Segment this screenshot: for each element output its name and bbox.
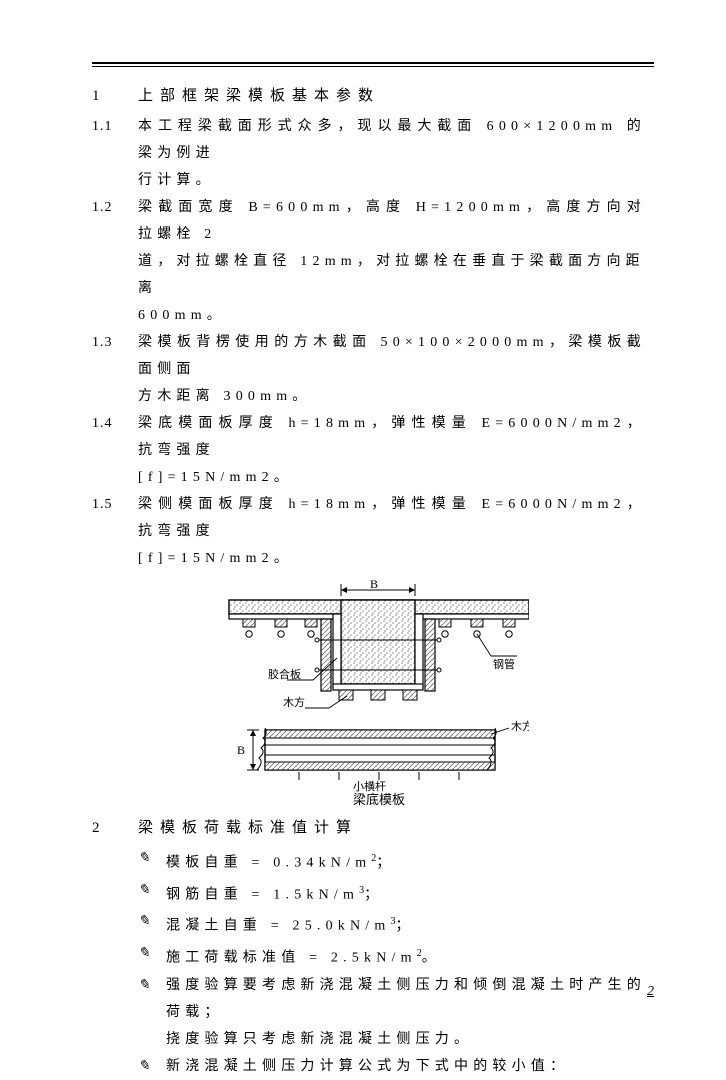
- beam-concrete: [341, 600, 415, 684]
- beam-formwork-diagram: B: [209, 578, 529, 808]
- label-gangguan: 钢管: [477, 634, 517, 671]
- numbered-item: 1.4梁底模面板厚度 h=18mm，弹性模量 E=6000N/mm2，抗弯强度: [92, 410, 646, 464]
- bullet-text: 模板自重 = 0.34kN/m2；: [166, 845, 646, 877]
- document-page: 1 上部框架梁模板基本参数 1.1本工程梁截面形式众多，现以最大截面 600×1…: [0, 0, 726, 1026]
- numbered-item: 1.2梁截面宽度 B=600mm，高度 H=1200mm，高度方向对拉螺栓 2: [92, 194, 646, 248]
- svg-text:小横杆: 小横杆: [353, 779, 386, 793]
- item-number: 1.3: [92, 329, 138, 383]
- diagram-wrap: B: [92, 578, 646, 808]
- item-text: 本工程梁截面形式众多，现以最大截面 600×1200mm 的梁为例进: [138, 113, 646, 167]
- bottom-plan: B: [237, 719, 529, 807]
- bullet-text: 钢筋自重 = 1.5kN/m3；: [166, 877, 646, 909]
- numbered-item: 1.5梁侧模面板厚度 h=18mm，弹性模量 E=6000N/mm2，抗弯强度: [92, 491, 646, 545]
- bullet-mark-icon: ✎: [138, 908, 166, 940]
- back-stud-left: [321, 619, 331, 691]
- item-text-cont: 方木距离 300mm。: [138, 383, 646, 410]
- section-2-title: 梁模板荷载标准值计算: [138, 816, 358, 841]
- bullet-item: ✎强度验算要考虑新浇混凝土侧压力和倾倒混凝土时产生的荷载；: [138, 972, 646, 1026]
- section-1-heading: 1 上部框架梁模板基本参数: [92, 84, 646, 109]
- section-2-heading: 2 梁模板荷载标准值计算: [92, 816, 646, 841]
- bullet-text-cont: 挠度验算只考虑新浇混凝土侧压力。: [166, 1026, 646, 1053]
- item-text: 梁模板背楞使用的方木截面 50×100×2000mm，梁模板截面侧面: [138, 329, 646, 383]
- header-rule-outer: [92, 62, 654, 64]
- diagram-caption: 梁底模板: [353, 792, 405, 807]
- superscript: 2: [371, 853, 376, 864]
- bullet-item: ✎钢筋自重 = 1.5kN/m3；: [138, 877, 646, 909]
- svg-text:钢管: 钢管: [493, 657, 515, 671]
- side-form-right: [415, 614, 423, 688]
- bullet-text: 混凝土自重 = 25.0kN/m3；: [166, 908, 646, 940]
- bullet-mark-icon: ✎: [138, 877, 166, 909]
- label-mufang-top: 木方: [283, 695, 347, 709]
- back-stud-right: [425, 619, 435, 691]
- bottom-stud-2: [371, 690, 385, 700]
- superscript: 2: [417, 948, 422, 959]
- item-number: 1.2: [92, 194, 138, 248]
- bottom-stud-1: [339, 690, 353, 700]
- superscript: 3: [391, 916, 396, 927]
- section-2-bullets: ✎模板自重 = 0.34kN/m2；✎钢筋自重 = 1.5kN/m3；✎混凝土自…: [92, 845, 646, 1080]
- item-text-cont: 行计算。: [138, 167, 646, 194]
- item-text-cont: 道，对拉螺栓直径 12mm，对拉螺栓在垂直于梁截面方向距离: [138, 248, 646, 302]
- item-number: 1.4: [92, 410, 138, 464]
- side-form-left: [333, 614, 341, 688]
- bullet-mark-icon: ✎: [138, 845, 166, 877]
- numbered-item: 1.3梁模板背楞使用的方木截面 50×100×2000mm，梁模板截面侧面: [92, 329, 646, 383]
- section-1-title: 上部框架梁模板基本参数: [138, 84, 380, 109]
- superscript: 3: [359, 885, 364, 896]
- item-text: 梁底模面板厚度 h=18mm，弹性模量 E=6000N/mm2，抗弯强度: [138, 410, 646, 464]
- page-number: 2: [647, 984, 654, 1000]
- bullet-text: 施工荷载标准值 = 2.5kN/m2。: [166, 940, 646, 972]
- svg-text:B: B: [237, 743, 245, 757]
- bullet-mark-icon: ✎: [138, 940, 166, 972]
- numbered-item: 1.1本工程梁截面形式众多，现以最大截面 600×1200mm 的梁为例进: [92, 113, 646, 167]
- item-text-cont: [f]=15N/mm2。: [138, 545, 646, 572]
- bullet-text: 强度验算要考虑新浇混凝土侧压力和倾倒混凝土时产生的荷载；: [166, 972, 646, 1026]
- svg-text:木方: 木方: [511, 719, 529, 733]
- bullet-mark-icon: ✎: [138, 1053, 166, 1080]
- dimension-b: B: [341, 578, 415, 596]
- content-area: 1 上部框架梁模板基本参数 1.1本工程梁截面形式众多，现以最大截面 600×1…: [92, 84, 646, 1080]
- section-1-items: 1.1本工程梁截面形式众多，现以最大截面 600×1200mm 的梁为例进行计算…: [92, 113, 646, 572]
- item-text-cont: 600mm。: [138, 302, 646, 329]
- item-text: 梁侧模面板厚度 h=18mm，弹性模量 E=6000N/mm2，抗弯强度: [138, 491, 646, 545]
- label-b-top: B: [370, 578, 378, 591]
- bottom-form: [333, 684, 423, 690]
- item-text: 梁截面宽度 B=600mm，高度 H=1200mm，高度方向对拉螺栓 2: [138, 194, 646, 248]
- bullet-item: ✎施工荷载标准值 = 2.5kN/m2。: [138, 940, 646, 972]
- bullet-mark-icon: ✎: [138, 972, 166, 1026]
- svg-text:胶合板: 胶合板: [268, 667, 301, 681]
- section-2-number: 2: [92, 816, 138, 841]
- bullet-item: ✎新浇混凝土侧压力计算公式为下式中的较小值：: [138, 1053, 646, 1080]
- bottom-stud-3: [403, 690, 417, 700]
- bullet-item: ✎模板自重 = 0.34kN/m2；: [138, 845, 646, 877]
- item-number: 1.5: [92, 491, 138, 545]
- section-1-number: 1: [92, 84, 138, 109]
- bullet-item: ✎混凝土自重 = 25.0kN/m3；: [138, 908, 646, 940]
- header-rule-inner: [92, 66, 654, 67]
- item-text-cont: [f]=15N/mm2。: [138, 464, 646, 491]
- bullet-text: 新浇混凝土侧压力计算公式为下式中的较小值：: [166, 1053, 646, 1080]
- svg-text:木方: 木方: [283, 695, 305, 709]
- item-number: 1.1: [92, 113, 138, 167]
